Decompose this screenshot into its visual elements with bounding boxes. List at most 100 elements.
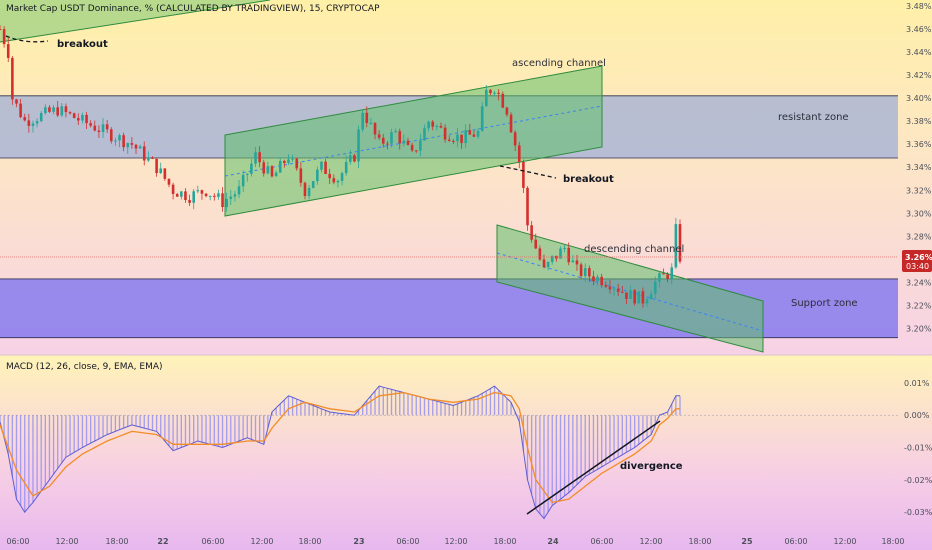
candle-body	[27, 120, 31, 126]
price-tick-label: 3.42%	[906, 71, 932, 80]
candle-body	[163, 168, 167, 179]
candle-body	[19, 103, 22, 118]
price-tick-label: 3.38%	[906, 117, 932, 126]
candle-body	[328, 173, 331, 179]
candle-body	[200, 190, 204, 194]
candle-body	[291, 158, 294, 160]
candle-body	[171, 184, 175, 195]
candle-body	[526, 187, 529, 226]
candle-body	[464, 130, 467, 144]
macd-title: MACD (12, 26, close, 9, EMA, EMA)	[6, 362, 163, 372]
candle-body	[64, 106, 68, 113]
ascending-channel-label: ascending channel	[512, 58, 606, 69]
candle-body	[217, 193, 220, 197]
candle-body	[320, 161, 323, 170]
candle-body	[559, 248, 562, 259]
candle-body	[213, 195, 216, 197]
time-tick-label: 12:00	[55, 537, 78, 546]
candle-body	[489, 89, 492, 94]
candle-body	[245, 173, 249, 175]
candle-body	[460, 134, 463, 144]
candle-body	[435, 125, 439, 127]
candle-body	[278, 160, 282, 173]
ascending-channel[interactable]	[224, 65, 603, 217]
candle-body	[48, 107, 51, 112]
candle-body	[678, 224, 682, 262]
candle-body	[439, 125, 443, 128]
candle-body	[60, 106, 64, 116]
candle-body	[431, 121, 435, 127]
candle-body	[138, 146, 142, 149]
candle-body	[151, 157, 154, 159]
candle-body	[485, 89, 488, 107]
candle-body	[542, 259, 546, 268]
price-axis: 3.48% 3.46% 3.44% 3.42% 3.40% 3.38% 3.36% 3.34%…	[906, 2, 932, 333]
candle-body	[608, 286, 612, 290]
candle-body	[423, 128, 426, 141]
candle-body	[56, 107, 59, 116]
candle-body	[600, 276, 603, 286]
price-tick-label: 3.36%	[906, 140, 932, 149]
candle-body	[390, 132, 393, 144]
time-tick-label: 06:00	[201, 537, 224, 546]
candle-body	[233, 194, 237, 197]
ascending-channel-midline	[224, 105, 603, 177]
candle-body	[295, 158, 299, 169]
candle-body	[299, 168, 303, 183]
candle-body	[344, 161, 348, 174]
candle-body	[616, 288, 620, 292]
candle-body	[52, 107, 55, 112]
time-axis: 06:00 12:00 18:00 22 06:00 12:00 18:00 23 06:00 1…	[6, 537, 904, 546]
macd-histogram	[0, 386, 681, 519]
price-badge-countdown: 03:40	[906, 262, 929, 271]
candle-body	[204, 193, 208, 197]
price-tick-label: 3.48%	[906, 2, 932, 11]
candle-body	[670, 267, 674, 279]
candle-body	[563, 247, 566, 249]
time-tick-label: 18:00	[881, 537, 904, 546]
time-tick-label: 06:00	[396, 537, 419, 546]
candle-body	[550, 255, 554, 262]
candle-body	[419, 140, 422, 151]
candle-body	[192, 191, 195, 203]
candle-body	[575, 260, 579, 265]
candle-body	[114, 140, 117, 142]
candle-body	[72, 113, 76, 119]
candle-body	[472, 134, 476, 137]
candle-body	[522, 162, 525, 188]
candle-body	[336, 180, 340, 183]
candle-body	[653, 281, 657, 294]
price-badge-bg	[902, 250, 932, 272]
candle-body	[571, 260, 575, 263]
candle-body	[662, 273, 665, 275]
candle-body	[229, 196, 233, 199]
top-channel-fragment	[0, 0, 271, 43]
candle-body	[167, 178, 171, 185]
candle-body	[414, 150, 418, 152]
candle-body	[89, 123, 92, 126]
candle-body	[427, 121, 430, 129]
price-tick-label: 3.44%	[906, 48, 932, 57]
candle-body	[583, 268, 587, 277]
candle-body	[97, 130, 101, 133]
candle-body	[35, 121, 39, 124]
macd-pane-background	[0, 355, 932, 550]
candle-body	[534, 239, 538, 249]
candle-body	[447, 139, 451, 141]
time-tick-label: 23	[353, 537, 364, 546]
candle-body	[493, 92, 496, 94]
price-tick-label: 3.34%	[906, 163, 932, 172]
price-tick-label: 3.24%	[906, 278, 932, 287]
candle-body	[505, 107, 509, 115]
candle-body	[175, 194, 179, 197]
candle-body	[2, 29, 6, 45]
candle-body	[225, 198, 228, 208]
candle-body	[612, 288, 616, 290]
candle-body	[674, 224, 678, 268]
time-tick-label: 22	[157, 537, 168, 546]
candle-body	[0, 29, 2, 31]
macd-tick-label: -0.01%	[904, 444, 932, 453]
candle-body	[241, 174, 245, 187]
